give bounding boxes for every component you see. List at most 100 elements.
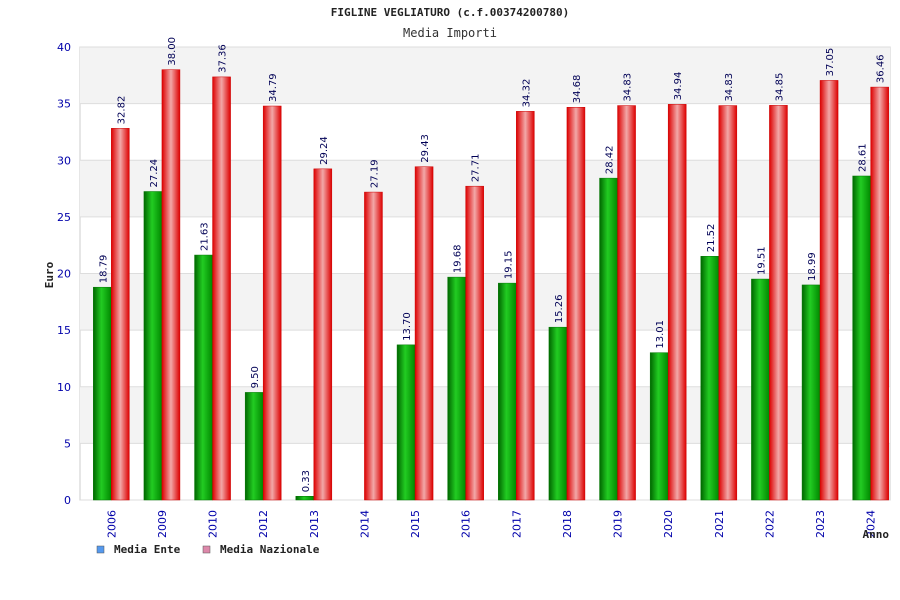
bar-media-nazionale-2020 bbox=[667, 104, 687, 501]
bar-media-ente-2010 bbox=[194, 254, 213, 501]
x-tick-label-2019: 2019 bbox=[612, 510, 625, 538]
bar-media-ente-2019 bbox=[599, 177, 618, 501]
data-label-media-ente-2019: 28.42 bbox=[605, 146, 616, 175]
bar-media-ente-2012 bbox=[244, 392, 264, 501]
bar-media-nazionale-2022 bbox=[769, 105, 788, 501]
y-axis-ticks: 0 5 10 15 20 25 30 35 40 bbox=[57, 41, 71, 507]
data-label-media-nazionale-2023: 37.05 bbox=[825, 48, 836, 77]
bar-media-nazionale-2018 bbox=[566, 106, 586, 501]
data-label-media-nazionale-2010: 37.36 bbox=[218, 44, 229, 73]
x-tick-label-2013: 2013 bbox=[308, 510, 321, 538]
x-tick-label-2009: 2009 bbox=[156, 510, 169, 538]
data-label-media-ente-2009: 27.24 bbox=[149, 159, 160, 188]
x-axis-label: Anno bbox=[863, 528, 890, 541]
x-tick-label-2021: 2021 bbox=[713, 510, 726, 538]
x-tick-label-2015: 2015 bbox=[409, 510, 422, 538]
data-label-media-nazionale-2012: 34.79 bbox=[268, 73, 279, 102]
bar-media-nazionale-2006 bbox=[111, 128, 130, 501]
x-tick-label-2022: 2022 bbox=[763, 510, 776, 538]
data-label-media-nazionale-2020: 34.94 bbox=[673, 72, 684, 101]
data-label-media-nazionale-2018: 34.68 bbox=[572, 75, 583, 104]
bar-media-ente-2013 bbox=[295, 496, 315, 501]
data-label-media-ente-2010: 21.63 bbox=[200, 222, 211, 251]
data-label-media-nazionale-2016: 27.71 bbox=[471, 154, 482, 183]
data-labels: 18.79 32.82 27.24 38.00 21.63 37.36 9.50 34.79 0… bbox=[98, 37, 886, 492]
data-label-media-nazionale-2006: 32.82 bbox=[116, 96, 127, 125]
bar-media-ente-2017 bbox=[498, 282, 517, 501]
y-tick-label: 40 bbox=[57, 41, 71, 54]
x-tick-label-2024: 2024 bbox=[865, 510, 878, 538]
bar-media-ente-2021 bbox=[700, 256, 720, 501]
x-axis-ticks: 2006 2009 2010 2012 2013 2014 2015 2016 2017 2018… bbox=[105, 510, 877, 538]
bars bbox=[93, 69, 889, 501]
y-tick-label: 25 bbox=[57, 211, 71, 224]
bar-media-nazionale-2014 bbox=[364, 191, 383, 501]
y-tick-label: 5 bbox=[64, 437, 71, 450]
y-tick-label: 15 bbox=[57, 324, 71, 337]
bar-media-nazionale-2016 bbox=[465, 185, 484, 501]
x-tick-label-2017: 2017 bbox=[510, 510, 523, 538]
bar-media-ente-2024 bbox=[852, 175, 871, 501]
data-label-media-nazionale-2021: 34.83 bbox=[724, 73, 735, 102]
bar-media-ente-2006 bbox=[93, 286, 112, 501]
data-label-media-nazionale-2013: 29.24 bbox=[319, 136, 330, 165]
x-tick-label-2014: 2014 bbox=[358, 510, 371, 538]
x-tick-label-2018: 2018 bbox=[561, 510, 574, 538]
bar-media-nazionale-2019 bbox=[617, 105, 636, 501]
data-label-media-ente-2017: 19.15 bbox=[503, 250, 514, 279]
y-tick-label: 10 bbox=[57, 381, 71, 394]
bar-media-ente-2016 bbox=[447, 276, 466, 501]
chart-title: FIGLINE VEGLIATURO (c.f.00374200780) bbox=[331, 6, 569, 19]
legend-label-media-ente: Media Ente bbox=[114, 543, 181, 556]
data-label-media-nazionale-2022: 34.85 bbox=[774, 73, 785, 102]
bar-media-ente-2009 bbox=[143, 191, 163, 501]
x-tick-label-2012: 2012 bbox=[257, 510, 270, 538]
data-label-media-ente-2021: 21.52 bbox=[706, 224, 717, 253]
y-tick-label: 0 bbox=[64, 494, 71, 507]
bar-media-nazionale-2024 bbox=[870, 86, 889, 501]
chart-subtitle: Media Importi bbox=[403, 26, 497, 40]
bar-media-ente-2015 bbox=[396, 344, 416, 501]
data-label-media-nazionale-2019: 34.83 bbox=[623, 73, 634, 102]
bar-media-nazionale-2012 bbox=[262, 105, 282, 501]
data-label-media-nazionale-2015: 29.43 bbox=[420, 134, 431, 163]
bar-media-ente-2022 bbox=[751, 278, 770, 501]
grid-band bbox=[80, 47, 890, 104]
x-tick-label-2010: 2010 bbox=[207, 510, 220, 538]
data-label-media-ente-2022: 19.51 bbox=[756, 246, 767, 275]
data-label-media-ente-2013: 0.33 bbox=[301, 470, 312, 492]
data-label-media-nazionale-2024: 36.46 bbox=[876, 54, 887, 83]
y-axis-label: Euro bbox=[43, 261, 56, 288]
bar-media-nazionale-2023 bbox=[819, 80, 839, 501]
data-label-media-ente-2012: 9.50 bbox=[250, 366, 261, 388]
x-tick-label-2023: 2023 bbox=[814, 510, 827, 538]
data-label-media-nazionale-2017: 34.32 bbox=[521, 79, 532, 108]
legend-label-media-nazionale: Media Nazionale bbox=[220, 543, 320, 556]
x-tick-label-2016: 2016 bbox=[460, 510, 473, 538]
y-tick-label: 20 bbox=[57, 268, 71, 281]
bar-media-nazionale-2015 bbox=[414, 166, 434, 501]
data-label-media-ente-2023: 18.99 bbox=[807, 252, 818, 281]
data-label-media-nazionale-2009: 38.00 bbox=[167, 37, 178, 66]
data-label-media-ente-2018: 15.26 bbox=[554, 295, 565, 324]
bar-media-ente-2023 bbox=[801, 284, 821, 501]
bar-media-nazionale-2021 bbox=[718, 105, 738, 501]
y-tick-label: 30 bbox=[57, 154, 71, 167]
data-label-media-ente-2015: 13.70 bbox=[402, 312, 413, 341]
data-label-media-ente-2024: 28.61 bbox=[858, 143, 869, 172]
bar-media-ente-2018 bbox=[548, 326, 568, 501]
bar-media-nazionale-2010 bbox=[212, 76, 231, 501]
data-label-media-nazionale-2014: 27.19 bbox=[369, 159, 380, 188]
data-label-media-ente-2020: 13.01 bbox=[655, 320, 666, 349]
legend-swatch-media-nazionale bbox=[202, 545, 211, 554]
data-label-media-ente-2006: 18.79 bbox=[98, 255, 109, 284]
data-label-media-ente-2016: 19.68 bbox=[453, 244, 464, 273]
y-tick-label: 35 bbox=[57, 98, 71, 111]
legend-swatch-media-ente bbox=[96, 545, 105, 554]
bar-media-nazionale-2009 bbox=[161, 69, 181, 501]
bar-media-nazionale-2013 bbox=[313, 168, 333, 501]
bar-media-nazionale-2017 bbox=[516, 111, 535, 501]
grid-band bbox=[80, 160, 890, 217]
x-tick-label-2006: 2006 bbox=[105, 510, 118, 538]
